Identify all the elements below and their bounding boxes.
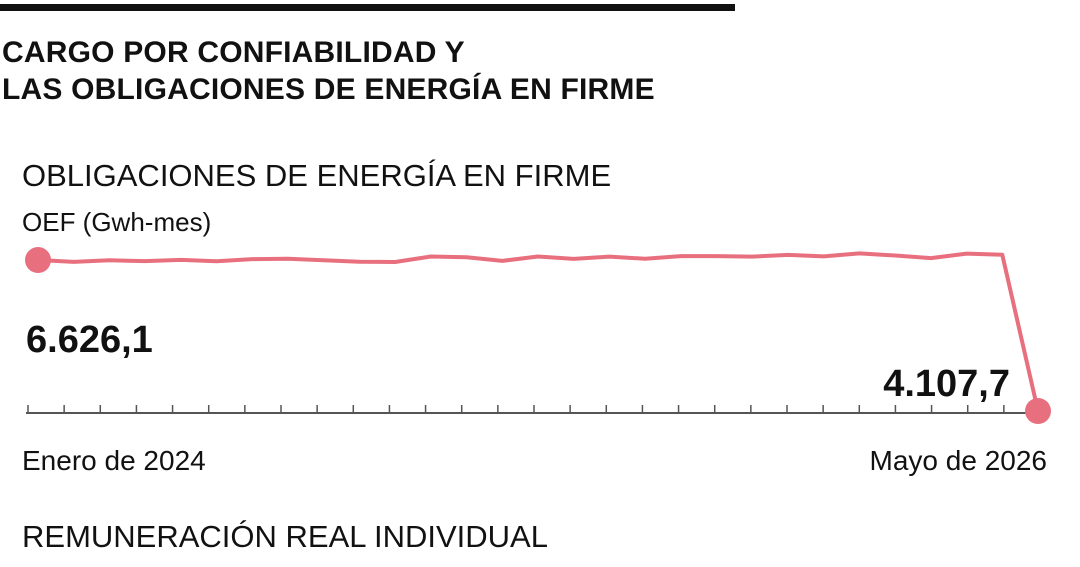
series-line bbox=[36, 251, 1040, 413]
top-rule bbox=[0, 4, 735, 11]
chart-title: OBLIGACIONES DE ENERGÍA EN FIRME bbox=[22, 158, 612, 193]
next-section-title: REMUNERACIÓN REAL INDIVIDUAL bbox=[22, 519, 548, 554]
start-point-marker bbox=[25, 247, 51, 274]
endpoint-markers bbox=[25, 247, 1051, 424]
end-point-marker bbox=[1025, 398, 1051, 424]
series-line-group bbox=[36, 251, 1040, 413]
main-title-line2: LAS OBLIGACIONES DE ENERGÍA EN FIRME bbox=[2, 73, 655, 106]
x-axis-end-label: Mayo de 2026 bbox=[870, 445, 1047, 476]
x-axis-start-label: Enero de 2024 bbox=[22, 445, 206, 476]
x-axis bbox=[26, 405, 1050, 414]
last-value-label: 4.107,7 bbox=[883, 363, 1010, 405]
main-title-line1: CARGO POR CONFIABILIDAD Y bbox=[2, 36, 465, 69]
y-axis-unit-label: OEF (Gwh-mes) bbox=[22, 207, 212, 237]
first-value-label: 6.626,1 bbox=[26, 319, 153, 361]
chart-labels: 6.626,1 4.107,7 Enero de 2024 Mayo de 20… bbox=[22, 319, 1047, 476]
main-title: CARGO POR CONFIABILIDAD Y LAS OBLIGACION… bbox=[2, 34, 655, 108]
